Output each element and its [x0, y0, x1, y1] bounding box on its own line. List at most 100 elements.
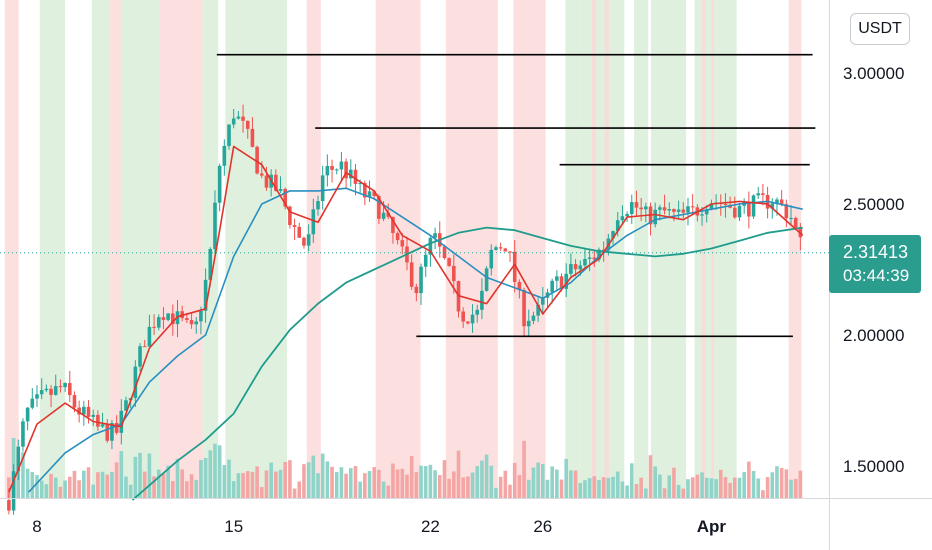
candle-body [587, 257, 592, 259]
volume-bar [569, 470, 573, 498]
volume-bar [409, 455, 414, 498]
volume-bar [67, 476, 72, 498]
volume-bar [138, 452, 142, 498]
zone-green [694, 0, 737, 498]
candle-body [779, 199, 784, 205]
volume-bar [147, 453, 152, 498]
volume-bar [250, 471, 255, 498]
volume-bar [615, 471, 620, 498]
candle-body [185, 318, 189, 321]
zone-green [91, 0, 111, 498]
volume-bar [484, 454, 489, 498]
candle-body [222, 145, 227, 166]
candle-body [344, 161, 348, 179]
volume-bar [437, 475, 442, 498]
candle-body [236, 116, 241, 119]
candle-body [470, 314, 475, 324]
volume-bar [733, 477, 737, 498]
time-tick-label: 26 [533, 517, 552, 536]
volume-bar [756, 478, 761, 498]
candle-body [386, 212, 391, 217]
candle-body [339, 161, 344, 170]
volume-bar [587, 478, 592, 498]
candle-body [86, 406, 91, 417]
candle-body [400, 240, 405, 247]
volume-bar [658, 474, 662, 498]
candle-body [480, 290, 484, 310]
volume-bar [391, 463, 395, 498]
volume-bar [494, 487, 498, 498]
time-axis[interactable]: 8 15 22 26 Apr [32, 517, 726, 536]
volume-bar [770, 472, 775, 498]
currency-button[interactable]: USDT [850, 13, 910, 45]
candle-body [447, 258, 451, 266]
candle-body [44, 388, 49, 391]
zone-green [565, 0, 580, 498]
candle-body [503, 248, 508, 252]
volume-bar [63, 480, 67, 498]
price-axis[interactable]: 3.00000 2.50000 2.00000 1.50000 [843, 64, 904, 476]
candle-body [330, 166, 334, 170]
volume-bar [358, 481, 362, 498]
volume-bar [35, 475, 39, 498]
volume-bar [634, 484, 639, 498]
candle-body [508, 251, 512, 253]
candle-body [7, 500, 11, 511]
volume-bar [583, 480, 587, 498]
volume-bar [559, 479, 564, 498]
volume-bar [161, 473, 166, 498]
volume-bar [723, 476, 728, 498]
volume-bar [53, 477, 58, 498]
volume-bar [30, 472, 35, 498]
candle-body [372, 191, 376, 197]
candle-body [288, 206, 292, 226]
candle-body [517, 282, 522, 291]
candle-body [526, 320, 531, 327]
volume-bar [545, 479, 550, 498]
candle-body [484, 268, 489, 291]
candle-body [358, 183, 362, 185]
volume-bar [573, 470, 578, 498]
candle-body [231, 118, 236, 125]
volume-bar [21, 452, 25, 498]
last-price-value: 2.31413 [843, 242, 909, 262]
volume-bar [592, 476, 597, 498]
candle-body [550, 280, 554, 293]
candle-body [461, 311, 465, 322]
candle-body [348, 169, 353, 179]
candle-body [91, 414, 95, 417]
candle-body [213, 202, 217, 249]
volume-bar [611, 476, 615, 498]
volume-bar [475, 466, 480, 498]
candle-body [531, 315, 536, 321]
volume-bar [49, 473, 53, 498]
candle-body [498, 247, 503, 249]
volume-bar [236, 473, 241, 498]
volume-bar [264, 470, 269, 498]
volume-bar [302, 464, 306, 498]
volume-bar [428, 464, 433, 498]
volume-bar [470, 472, 475, 498]
volume-bar [58, 486, 63, 498]
candle-body [793, 217, 798, 228]
candle-body [161, 317, 166, 320]
volume-bar [620, 481, 625, 498]
volume-bar [306, 462, 311, 498]
volume-bar [241, 472, 245, 498]
candle-body [789, 217, 793, 219]
candle-body [690, 206, 695, 208]
volume-bar [124, 476, 128, 498]
candlesticks [7, 104, 803, 515]
volume-bar [128, 484, 133, 498]
zone-green [634, 0, 649, 498]
candle-body [391, 216, 395, 234]
volume-bar [414, 472, 419, 498]
candle-body [138, 346, 142, 367]
volume-bar [709, 478, 714, 498]
volume-bar [363, 473, 367, 498]
time-tick-label: 15 [224, 517, 243, 536]
candle-body [409, 262, 414, 287]
volume-bar [550, 466, 554, 498]
candle-body [67, 383, 72, 396]
